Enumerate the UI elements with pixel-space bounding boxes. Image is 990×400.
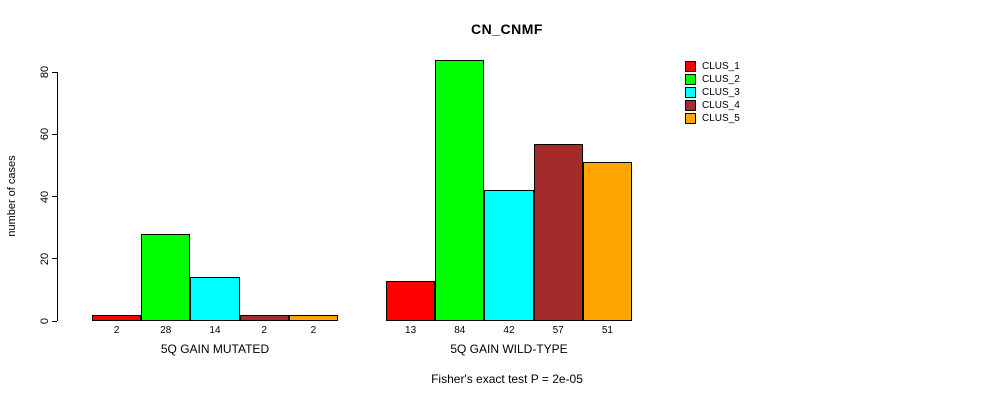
bar-value-clus_5-group2: 51 bbox=[601, 325, 613, 336]
legend-label-clus_1: CLUS_1 bbox=[702, 61, 740, 72]
bar-value-clus_4-group1: 2 bbox=[261, 325, 267, 336]
fisher-test-annotation: Fisher's exact test P = 2e-05 bbox=[431, 372, 583, 386]
bar-clus_1-group1 bbox=[92, 314, 142, 321]
bar-clus_5-group1 bbox=[288, 314, 338, 321]
legend-swatch-clus_4 bbox=[685, 100, 696, 111]
bar-value-clus_1-group2: 13 bbox=[405, 325, 417, 336]
bar-clus_5-group2 bbox=[582, 162, 632, 321]
chart-title: CN_CNMF bbox=[471, 21, 543, 37]
bar-value-clus_2-group2: 84 bbox=[454, 325, 466, 336]
legend-item-clus_4: CLUS_4 bbox=[685, 99, 740, 112]
legend-label-clus_3: CLUS_3 bbox=[702, 87, 740, 98]
y-tick-label-0: 0 bbox=[39, 317, 51, 325]
bar-value-clus_3-group2: 42 bbox=[503, 325, 515, 336]
bar-clus_1-group2 bbox=[386, 280, 436, 321]
legend-item-clus_3: CLUS_3 bbox=[685, 86, 740, 99]
y-tick-mark-80 bbox=[52, 71, 57, 73]
bar-value-clus_4-group2: 57 bbox=[552, 325, 564, 336]
legend-swatch-clus_3 bbox=[685, 87, 696, 98]
bar-value-clus_3-group1: 14 bbox=[209, 325, 221, 336]
bar-clus_2-group1 bbox=[141, 233, 191, 321]
group-label-5q-gain-wild-type: 5Q GAIN WILD-TYPE bbox=[450, 342, 568, 356]
y-tick-label-60: 60 bbox=[39, 128, 51, 141]
y-tick-label-20: 20 bbox=[39, 252, 51, 265]
bar-value-clus_2-group1: 28 bbox=[160, 325, 172, 336]
bar-clus_2-group2 bbox=[435, 59, 485, 321]
legend-label-clus_5: CLUS_5 bbox=[702, 113, 740, 124]
legend-item-clus_5: CLUS_5 bbox=[685, 112, 740, 125]
y-tick-label-80: 80 bbox=[39, 65, 51, 79]
legend-item-clus_2: CLUS_2 bbox=[685, 73, 740, 86]
legend-label-clus_2: CLUS_2 bbox=[702, 74, 740, 85]
legend-swatch-clus_1 bbox=[685, 61, 696, 72]
legend-swatch-clus_2 bbox=[685, 74, 696, 85]
group-label-5q-gain-mutated: 5Q GAIN MUTATED bbox=[160, 342, 270, 356]
bar-clus_3-group2 bbox=[484, 190, 534, 321]
legend: CLUS_1 CLUS_2 CLUS_3 CLUS_4 CLUS_5 bbox=[685, 60, 740, 125]
y-tick-mark-60 bbox=[52, 133, 57, 135]
bar-value-clus_1-group1: 2 bbox=[113, 325, 120, 336]
legend-item-clus_1: CLUS_1 bbox=[685, 60, 740, 73]
legend-label-clus_4: CLUS_4 bbox=[702, 100, 740, 111]
y-tick-mark-0 bbox=[52, 320, 57, 322]
bar-value-clus_5-group1: 2 bbox=[310, 325, 317, 336]
y-tick-label-40: 40 bbox=[39, 190, 51, 203]
bar-clus_3-group1 bbox=[190, 277, 240, 321]
y-axis-line bbox=[57, 72, 58, 321]
legend-swatch-clus_5 bbox=[685, 113, 696, 124]
y-axis-label: number of cases bbox=[6, 155, 18, 237]
bar-clus_4-group1 bbox=[239, 314, 289, 321]
y-tick-mark-40 bbox=[52, 196, 57, 197]
bar-clus_4-group2 bbox=[533, 143, 583, 321]
y-tick-mark-20 bbox=[52, 258, 57, 260]
